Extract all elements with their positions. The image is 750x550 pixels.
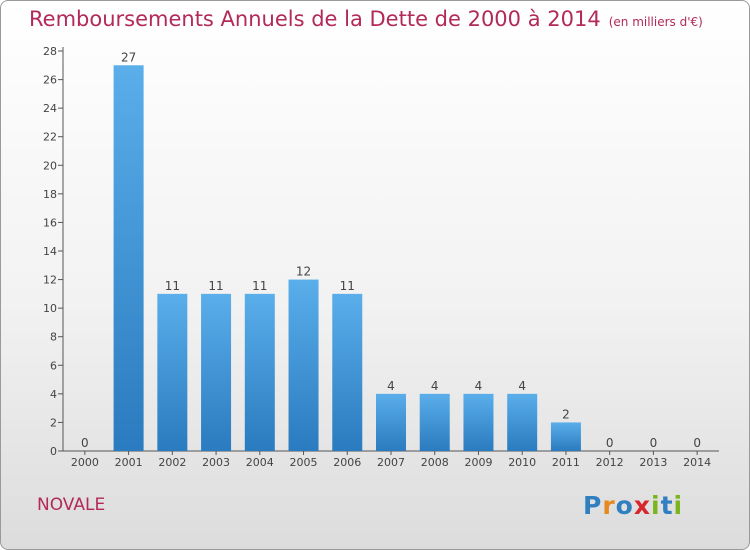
logo-letter: i <box>673 491 684 520</box>
data-label: 4 <box>518 379 526 393</box>
y-tick-label: 24 <box>43 102 57 115</box>
logo-letter: o <box>615 491 634 520</box>
x-tick-label: 2009 <box>464 456 492 469</box>
data-label: 27 <box>121 50 136 64</box>
y-tick-label: 6 <box>50 359 57 372</box>
x-tick-label: 2004 <box>246 456 274 469</box>
x-tick-label: 2005 <box>290 456 318 469</box>
data-label: 11 <box>340 279 355 293</box>
bar <box>550 422 581 451</box>
y-tick-label: 20 <box>43 159 57 172</box>
chart-title-text: Remboursements Annuels de la Dette de 20… <box>29 7 601 31</box>
data-label: 2 <box>562 407 570 421</box>
y-tick-label: 28 <box>43 45 57 58</box>
chart-title: Remboursements Annuels de la Dette de 20… <box>29 7 703 31</box>
y-tick-label: 26 <box>43 74 57 87</box>
x-tick-label: 2011 <box>552 456 580 469</box>
y-tick-label: 4 <box>50 388 57 401</box>
data-label: 4 <box>475 379 483 393</box>
x-tick-label: 2000 <box>71 456 99 469</box>
y-tick-label: 0 <box>50 445 57 458</box>
data-label: 0 <box>650 436 658 450</box>
x-tick-label: 2014 <box>683 456 711 469</box>
data-label: 11 <box>252 279 267 293</box>
y-tick-label: 18 <box>43 188 57 201</box>
bar <box>332 293 363 451</box>
y-tick-label: 16 <box>43 216 57 229</box>
data-label: 0 <box>81 436 89 450</box>
x-tick-label: 2013 <box>639 456 667 469</box>
bar <box>376 393 406 451</box>
proxiti-logo[interactable]: Proxiti <box>583 491 683 520</box>
data-labels: 0 27 11 11 11 12 11 4 4 4 4 2 0 0 0 <box>81 50 701 450</box>
bar <box>288 279 319 451</box>
data-label: 11 <box>208 279 223 293</box>
bar <box>244 293 275 451</box>
x-tick-label: 2002 <box>158 456 186 469</box>
chart-subtitle: (en milliers d'€) <box>608 15 703 29</box>
logo-letter: t <box>660 491 674 520</box>
x-tick-label: 2008 <box>421 456 449 469</box>
y-tick-label: 22 <box>43 131 57 144</box>
x-tick-label: 2012 <box>596 456 624 469</box>
y-tick-label: 2 <box>50 416 57 429</box>
data-label: 4 <box>431 379 439 393</box>
data-label: 0 <box>693 436 701 450</box>
x-tick-label: 2007 <box>377 456 405 469</box>
x-axis: 2000 2001 2002 2003 2004 2005 2006 2007 2008 2009… <box>63 450 719 469</box>
y-tick-label: 12 <box>43 274 57 287</box>
logo-letter: P <box>583 491 603 520</box>
x-tick-label: 2003 <box>202 456 230 469</box>
data-label: 4 <box>387 379 395 393</box>
bar <box>419 393 450 451</box>
data-label: 0 <box>606 436 614 450</box>
logo-letter: i <box>651 491 661 520</box>
bar <box>157 293 188 451</box>
x-tick-label: 2006 <box>333 456 361 469</box>
x-tick-label: 2001 <box>115 456 143 469</box>
y-tick-label: 8 <box>50 331 57 344</box>
y-tick-label: 14 <box>43 245 57 258</box>
bar <box>113 65 144 452</box>
logo-letter: x <box>633 491 651 520</box>
bar <box>463 393 494 451</box>
x-tick-label: 2010 <box>508 456 536 469</box>
data-label: 12 <box>296 265 311 279</box>
logo-letter: r <box>602 491 616 520</box>
bar <box>201 293 232 451</box>
bars <box>113 65 581 452</box>
commune-name: NOVALE <box>37 495 106 515</box>
y-tick-label: 10 <box>43 302 57 315</box>
bar <box>507 393 538 451</box>
data-label: 11 <box>165 279 180 293</box>
